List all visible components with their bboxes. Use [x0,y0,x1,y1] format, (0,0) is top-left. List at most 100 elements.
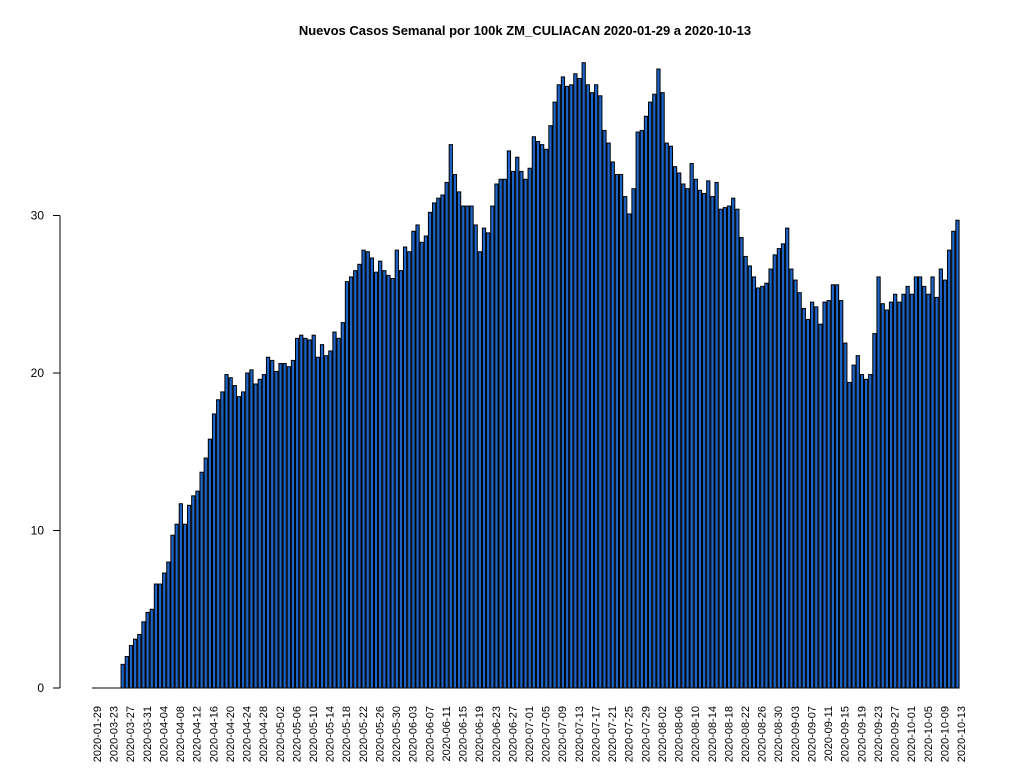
x-tick-label: 2020-08-10 [690,706,702,762]
bar [481,227,487,689]
bar [793,279,798,689]
x-tick-label: 2020-06-15 [458,706,470,762]
x-tick-label: 2020-06-27 [507,706,519,762]
x-tick-label: 2020-09-11 [823,706,835,761]
bar [307,339,312,689]
bar [714,181,719,689]
bar [535,140,541,689]
bar [693,178,698,689]
x-tick-label: 2020-10-05 [923,706,935,762]
x-tick-label: 2020-05-18 [341,706,353,762]
x-tick-label: 2020-07-05 [541,706,553,762]
bar [830,284,835,689]
bar [282,363,287,689]
bar [261,374,267,689]
bar [818,323,823,689]
bar [589,92,595,689]
bar [585,84,590,689]
bar [681,183,686,689]
bar [594,84,599,689]
bar [157,583,163,689]
x-tick-label: 2020-05-06 [291,706,303,762]
y-axis: 0 10 20 30 [31,209,61,695]
bar [859,374,865,689]
bar [531,136,536,689]
bar [922,285,927,689]
bar [602,129,607,689]
y-tick-label: 30 [31,209,45,223]
x-tick-label: 2020-05-30 [391,706,403,762]
bar [564,85,570,689]
x-tick-label: 2020-07-13 [574,706,586,762]
x-tick-label: 2020-05-02 [275,706,287,762]
bar [174,523,179,689]
x-tick-label: 2020-07-29 [640,706,652,762]
bar [137,633,142,689]
bar [735,208,740,689]
x-tick-label: 2020-04-28 [258,706,270,762]
bar [639,129,644,689]
bar [909,293,914,689]
bar [552,101,557,689]
x-tick-label: 2020-06-07 [424,706,436,762]
x-tick-label: 2020-10-09 [939,706,951,762]
bar [523,178,528,689]
bar [182,523,188,689]
bar [905,285,910,689]
bar [573,73,578,689]
bar [373,271,379,689]
bar [270,359,275,689]
bar [257,378,262,689]
bar [498,178,503,689]
bar [216,399,221,689]
bar [556,84,561,689]
bar [888,301,894,689]
bar [760,285,765,689]
bar [456,191,462,689]
bar [610,161,615,689]
bar [394,249,399,689]
x-tick-label: 2020-09-15 [840,706,852,762]
x-tick-label: 2020-08-14 [707,706,719,762]
bar [448,144,453,689]
bar [652,93,657,689]
chart-title: Nuevos Casos Semanal por 100k ZM_CULIACA… [299,23,751,38]
x-tick-label: 2020-03-31 [142,706,154,762]
bar [411,230,416,689]
bar [951,230,956,689]
x-tick-label: 2020-07-17 [590,706,602,762]
bar [876,276,881,689]
bar [826,300,831,689]
bar [689,163,694,689]
bar [648,101,653,689]
x-tick-label: 2020-07-21 [607,706,619,762]
bar [677,172,682,689]
bar [211,413,217,689]
bar [432,202,437,689]
x-tick-label: 2020-07-01 [524,706,536,762]
bar [618,174,624,689]
bar [286,366,291,689]
bar [776,248,782,689]
bar [809,301,815,689]
bar [419,241,424,689]
x-tick-label: 2020-08-30 [773,706,785,762]
bar [220,391,225,689]
bar [884,309,889,689]
bar [427,211,433,689]
bar [710,196,715,689]
bar [938,268,943,689]
bar [295,337,300,689]
bar [685,188,690,689]
bar [581,62,586,689]
bar [789,268,794,689]
x-tick-label: 2020-03-27 [125,706,137,762]
bar [199,471,204,689]
x-tick-label: 2020-09-19 [856,706,868,762]
bar [702,192,707,689]
bar [278,363,283,689]
x-tick-label: 2020-09-23 [873,706,885,762]
bar [141,621,146,689]
bar [436,197,441,689]
bar [245,372,250,689]
